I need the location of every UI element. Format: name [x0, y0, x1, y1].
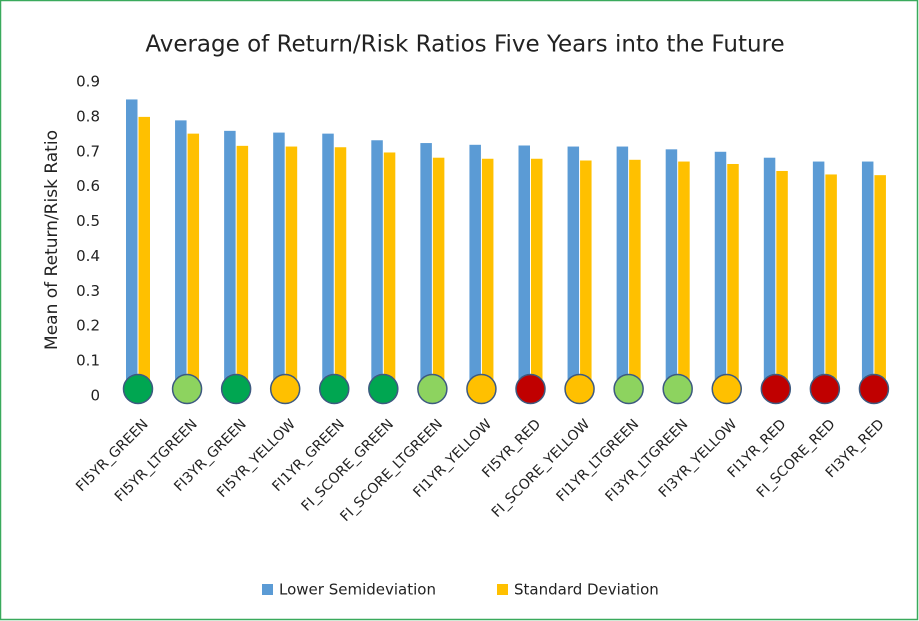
y-tick-label: 0.1 [76, 352, 100, 370]
bar [285, 146, 298, 396]
bar [825, 174, 837, 396]
category-marker [809, 373, 841, 405]
bar [665, 149, 678, 396]
bar [420, 143, 432, 396]
y-tick-label: 0 [90, 387, 100, 405]
y-tick-label: 0.2 [76, 317, 100, 335]
bar [322, 133, 334, 396]
y-tick-label: 0.5 [76, 212, 100, 230]
category-marker [417, 373, 448, 405]
bar [861, 161, 874, 396]
bar [236, 145, 249, 396]
bar [629, 159, 641, 396]
bar [776, 170, 788, 396]
category-marker [515, 373, 546, 405]
bar [567, 146, 580, 396]
bar [678, 161, 690, 396]
category-marker [662, 373, 693, 405]
bar [481, 158, 494, 396]
y-tick-label: 0.4 [76, 247, 100, 265]
bar [126, 99, 138, 396]
category-marker [319, 373, 350, 405]
y-axis-label: Mean of Return/Risk Ratio [42, 130, 62, 350]
category-marker [269, 373, 301, 405]
bar [383, 152, 396, 396]
legend-swatch [262, 584, 273, 595]
bar [763, 157, 776, 396]
bar [714, 151, 727, 396]
y-tick-label: 0.6 [76, 177, 100, 195]
legend-label: Standard Deviation [514, 581, 659, 599]
bar [727, 163, 739, 396]
category-marker [613, 373, 644, 405]
category-marker [171, 373, 203, 405]
bar [518, 145, 530, 396]
bar [469, 144, 481, 396]
bar [138, 116, 150, 396]
bar [531, 158, 543, 396]
y-tick-label: 0.8 [76, 107, 100, 125]
y-tick-label: 0.7 [76, 142, 100, 160]
category-marker [564, 373, 595, 405]
bar [432, 157, 445, 396]
category-marker [711, 373, 742, 405]
bar [175, 120, 187, 396]
bar [580, 160, 592, 396]
bar [812, 161, 825, 396]
category-marker [368, 373, 399, 405]
bar [874, 175, 886, 396]
bar [371, 140, 383, 396]
bar [334, 147, 347, 396]
category-marker [220, 373, 252, 405]
legend-label: Lower Semideviation [279, 581, 436, 599]
bar [187, 133, 200, 396]
category-marker [858, 373, 890, 405]
y-tick-label: 0.3 [76, 282, 100, 300]
bar [273, 132, 285, 397]
chart-title: Average of Return/Risk Ratios Five Years… [145, 32, 784, 58]
bar [224, 130, 236, 396]
y-tick-label: 0.9 [76, 73, 100, 91]
legend-swatch [497, 584, 508, 595]
category-marker [466, 373, 497, 405]
category-marker [122, 373, 154, 405]
bar [616, 146, 629, 396]
category-marker [760, 373, 792, 405]
